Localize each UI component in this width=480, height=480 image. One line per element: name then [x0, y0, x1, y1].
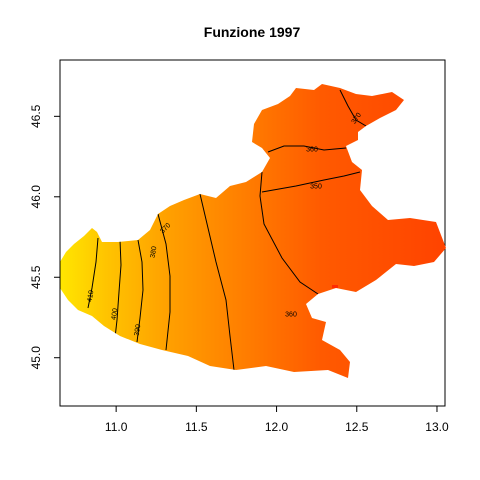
- contour-label: 410: [87, 290, 96, 303]
- contour-line: [87, 237, 99, 309]
- contour-label: 390: [134, 324, 143, 337]
- x-tick-label: 12.5: [345, 420, 369, 434]
- contour-label: 360: [306, 147, 318, 154]
- contour-label: 350: [310, 184, 322, 191]
- color-field: [60, 84, 446, 378]
- contour-line: [136, 239, 144, 343]
- chart-title: Funzione 1997: [204, 24, 301, 40]
- contour-line: [261, 171, 361, 193]
- y-tick-label: 45.0: [29, 346, 43, 370]
- contour-label: 400: [111, 308, 120, 321]
- x-tick-label: 11.5: [185, 420, 208, 434]
- contour-line: [199, 193, 235, 371]
- map-region: [60, 84, 446, 378]
- x-tick-label: 12.0: [265, 420, 289, 434]
- contour-line: [259, 171, 319, 295]
- y-axis: 45.0 45.5 46.0 46.5: [29, 104, 61, 370]
- contour-line: [339, 89, 367, 127]
- y-tick-label: 45.5: [29, 265, 43, 289]
- x-axis: 11.0 11.5 12.0 12.5 13.0: [105, 405, 449, 434]
- y-tick-label: 46.5: [29, 104, 43, 128]
- contour-label: 380: [150, 246, 159, 259]
- contour-label: 360: [285, 312, 297, 319]
- x-tick-label: 13.0: [425, 420, 449, 434]
- lake-patch: [332, 285, 338, 288]
- contour-line: [114, 239, 122, 339]
- contour-line: [157, 213, 171, 351]
- contour-line: [267, 145, 347, 153]
- x-tick-label: 11.0: [105, 420, 128, 434]
- contour-lines: [87, 89, 367, 371]
- y-tick-label: 46.0: [29, 185, 43, 209]
